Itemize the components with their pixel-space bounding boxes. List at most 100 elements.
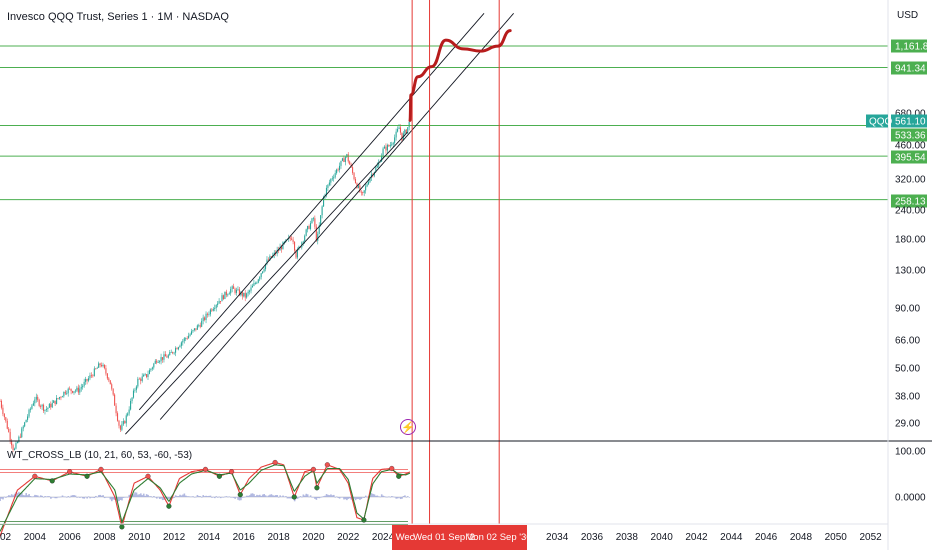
histogram-bar: [338, 497, 341, 499]
projection-drawing: [408, 29, 512, 122]
candle-body: [190, 331, 193, 335]
candle-body: [25, 419, 27, 423]
bearish-cross-dot: [67, 469, 73, 475]
histogram-bar: [404, 495, 406, 497]
histogram-bar: [12, 495, 14, 497]
candle-body: [51, 402, 53, 408]
indicator-tick-label: 100.00: [895, 447, 926, 458]
histogram-bar: [260, 495, 263, 497]
histogram-bar: [392, 496, 395, 498]
price-tick-label: 460.00: [895, 141, 926, 152]
candle-body: [323, 196, 325, 207]
candle-body: [116, 413, 119, 421]
candle-body: [89, 375, 91, 379]
histogram-bar: [6, 496, 9, 497]
histogram-bar: [244, 496, 247, 498]
lightning-icon[interactable]: ⚡: [400, 419, 416, 435]
time-tick-label: 2040: [651, 532, 674, 543]
histogram-bar: [376, 495, 379, 497]
histogram-bar: [263, 494, 265, 497]
histogram-bar: [41, 495, 43, 497]
candle-body: [130, 401, 132, 410]
histogram-bar: [325, 494, 328, 497]
candle-body: [29, 408, 32, 410]
histogram-bar: [176, 496, 178, 497]
candle-body: [92, 375, 94, 377]
histogram-bar: [405, 497, 408, 498]
candle-body: [389, 145, 391, 147]
candle-body: [325, 187, 328, 195]
histogram-bar: [44, 496, 46, 497]
histogram-bar: [177, 496, 180, 497]
histogram-bar: [171, 497, 174, 499]
candle-body: [338, 165, 341, 170]
histogram-bar: [147, 494, 149, 497]
candle-body: [307, 226, 309, 230]
level-badge: [891, 39, 927, 53]
last-price-badge: [891, 114, 927, 128]
histogram-bar: [366, 496, 368, 498]
histogram-bar: [279, 495, 281, 497]
histogram-bar: [60, 496, 62, 498]
candle-body: [167, 355, 169, 358]
histogram-bar: [370, 493, 373, 497]
price-tick-label: 50.00: [895, 364, 920, 375]
histogram-bar: [241, 497, 244, 498]
histogram-bar: [42, 497, 45, 498]
candle-body: [404, 129, 406, 134]
candle-body: [9, 431, 11, 441]
histogram-bar: [256, 494, 258, 497]
candle-body: [209, 309, 211, 315]
candle-body: [399, 127, 402, 133]
candle-body: [359, 185, 361, 192]
histogram-bar: [93, 497, 96, 499]
indicator-label[interactable]: WT_CROSS_LB (10, 21, 60, 53, -60, -53): [7, 450, 193, 461]
candle-body: [11, 440, 13, 446]
histogram-bar: [389, 496, 392, 498]
currency-label[interactable]: USD: [897, 10, 919, 21]
histogram-bar: [103, 497, 106, 499]
histogram-bar: [308, 496, 310, 498]
histogram-bar: [2, 497, 4, 500]
candle-body: [170, 352, 172, 353]
histogram-bar: [240, 497, 242, 501]
histogram-bar: [407, 496, 409, 497]
histogram-bar: [238, 497, 241, 501]
histogram-bar: [402, 496, 405, 497]
candle-body: [198, 325, 200, 327]
histogram-bar: [77, 496, 80, 498]
histogram-bar: [214, 497, 216, 499]
time-tick-label: 2034: [546, 532, 569, 543]
candle-body: [222, 295, 225, 300]
histogram-bar: [208, 495, 210, 497]
histogram-bar: [199, 496, 202, 497]
candle-body: [85, 379, 87, 382]
candle-body: [280, 247, 283, 250]
candle-body: [0, 400, 1, 402]
histogram-bar: [309, 495, 312, 497]
histogram-bar: [167, 497, 170, 500]
candle-body: [302, 241, 304, 243]
last-price-label: 561.10: [895, 117, 926, 128]
candle-body: [79, 388, 81, 393]
histogram-bar: [13, 493, 16, 497]
candle-body: [34, 399, 36, 404]
bullish-cross-dot: [314, 485, 320, 491]
histogram-bar: [269, 494, 271, 497]
candle-body: [176, 348, 178, 350]
candle-body: [15, 443, 17, 449]
candle-body: [398, 127, 400, 130]
price-tick-label: 240.00: [895, 206, 926, 217]
histogram-bar: [187, 496, 190, 497]
histogram-bar: [161, 497, 164, 501]
histogram-bar: [330, 494, 332, 497]
candle-body: [215, 304, 217, 309]
time-tick-label: 2008: [93, 532, 116, 543]
horizontal-levels: [0, 45, 888, 201]
candle-body: [309, 223, 312, 229]
candle-body: [6, 420, 8, 429]
histogram-bar: [393, 496, 396, 498]
candle-body: [121, 424, 123, 430]
histogram-bar: [254, 496, 257, 497]
